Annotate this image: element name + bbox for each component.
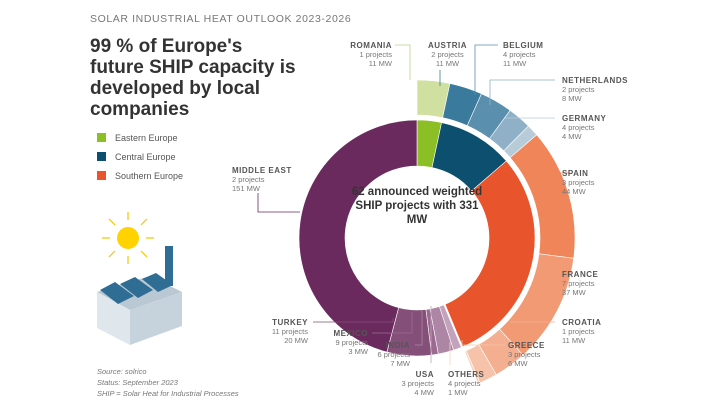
leader-belgium	[474, 44, 498, 95]
label-others: OTHERS 4 projects 1 MW	[448, 370, 485, 397]
label-spain: SPAIN 3 projects 44 MW	[562, 169, 595, 196]
leader-mexico	[372, 312, 413, 334]
legend-swatch	[97, 152, 106, 161]
factory-sun-icon	[97, 212, 182, 345]
ship-definition-note: SHIP = Solar Heat for Industrial Process…	[97, 389, 239, 398]
label-france: FRANCE 7 projects 37 MW	[562, 270, 599, 297]
footer: Source: solrico Status: September 2023 S…	[97, 366, 239, 399]
label-middle-east: MIDDLE EAST 2 projects 151 MW	[232, 166, 292, 193]
legend-label: Eastern Europe	[115, 132, 178, 143]
label-greece: GREECE 3 projects 6 MW	[508, 341, 545, 368]
legend-item-eastern: Eastern Europe	[97, 128, 183, 147]
leader-turkey	[313, 318, 394, 323]
legend-label: Central Europe	[115, 151, 176, 162]
label-usa: USA 3 projects 4 MW	[401, 370, 434, 397]
label-austria: AUSTRIA 2 projects 11 MW	[427, 41, 468, 68]
kicker-title: SOLAR INDUSTRIAL HEAT OUTLOOK 2023-2026	[90, 13, 352, 25]
label-germany: GERMANY 4 projects 4 MW	[562, 114, 607, 141]
label-turkey: TURKEY 11 projects 20 MW	[271, 318, 308, 345]
legend-swatch	[97, 171, 106, 180]
europe-separator	[438, 293, 479, 387]
leader-india	[415, 310, 423, 346]
headline: 99 % of Europe's future SHIP capacity is…	[90, 36, 296, 120]
inner-slice-middle-east	[298, 119, 418, 353]
leader-netherlands	[489, 79, 555, 105]
label-belgium: BELGIUM 4 projects 11 MW	[503, 41, 544, 68]
source-note: Source: solrico	[97, 367, 147, 376]
status-note: Status: September 2023	[97, 378, 178, 387]
label-croatia: CROATIA 1 projects 11 MW	[562, 318, 602, 345]
label-netherlands: NETHERLANDS 2 projects 8 MW	[562, 76, 628, 103]
leader-greece	[461, 340, 505, 346]
leader-romania	[395, 44, 411, 80]
legend-label: Southern Europe	[115, 170, 184, 181]
label-mexico: MEXICO 9 projects 3 MW	[333, 329, 368, 356]
legend: Eastern Europe Central Europe Southern E…	[97, 128, 183, 185]
center-label: 62 announced weighted SHIP projects with…	[351, 186, 483, 226]
label-india: INDIA 6 projects 7 MW	[377, 341, 410, 368]
label-romania: ROMANIA 1 projects 11 MW	[350, 41, 392, 68]
legend-swatch	[97, 133, 106, 142]
leader-middle-east	[257, 193, 300, 213]
legend-item-central: Central Europe	[97, 147, 183, 166]
legend-item-southern: Southern Europe	[97, 166, 183, 185]
